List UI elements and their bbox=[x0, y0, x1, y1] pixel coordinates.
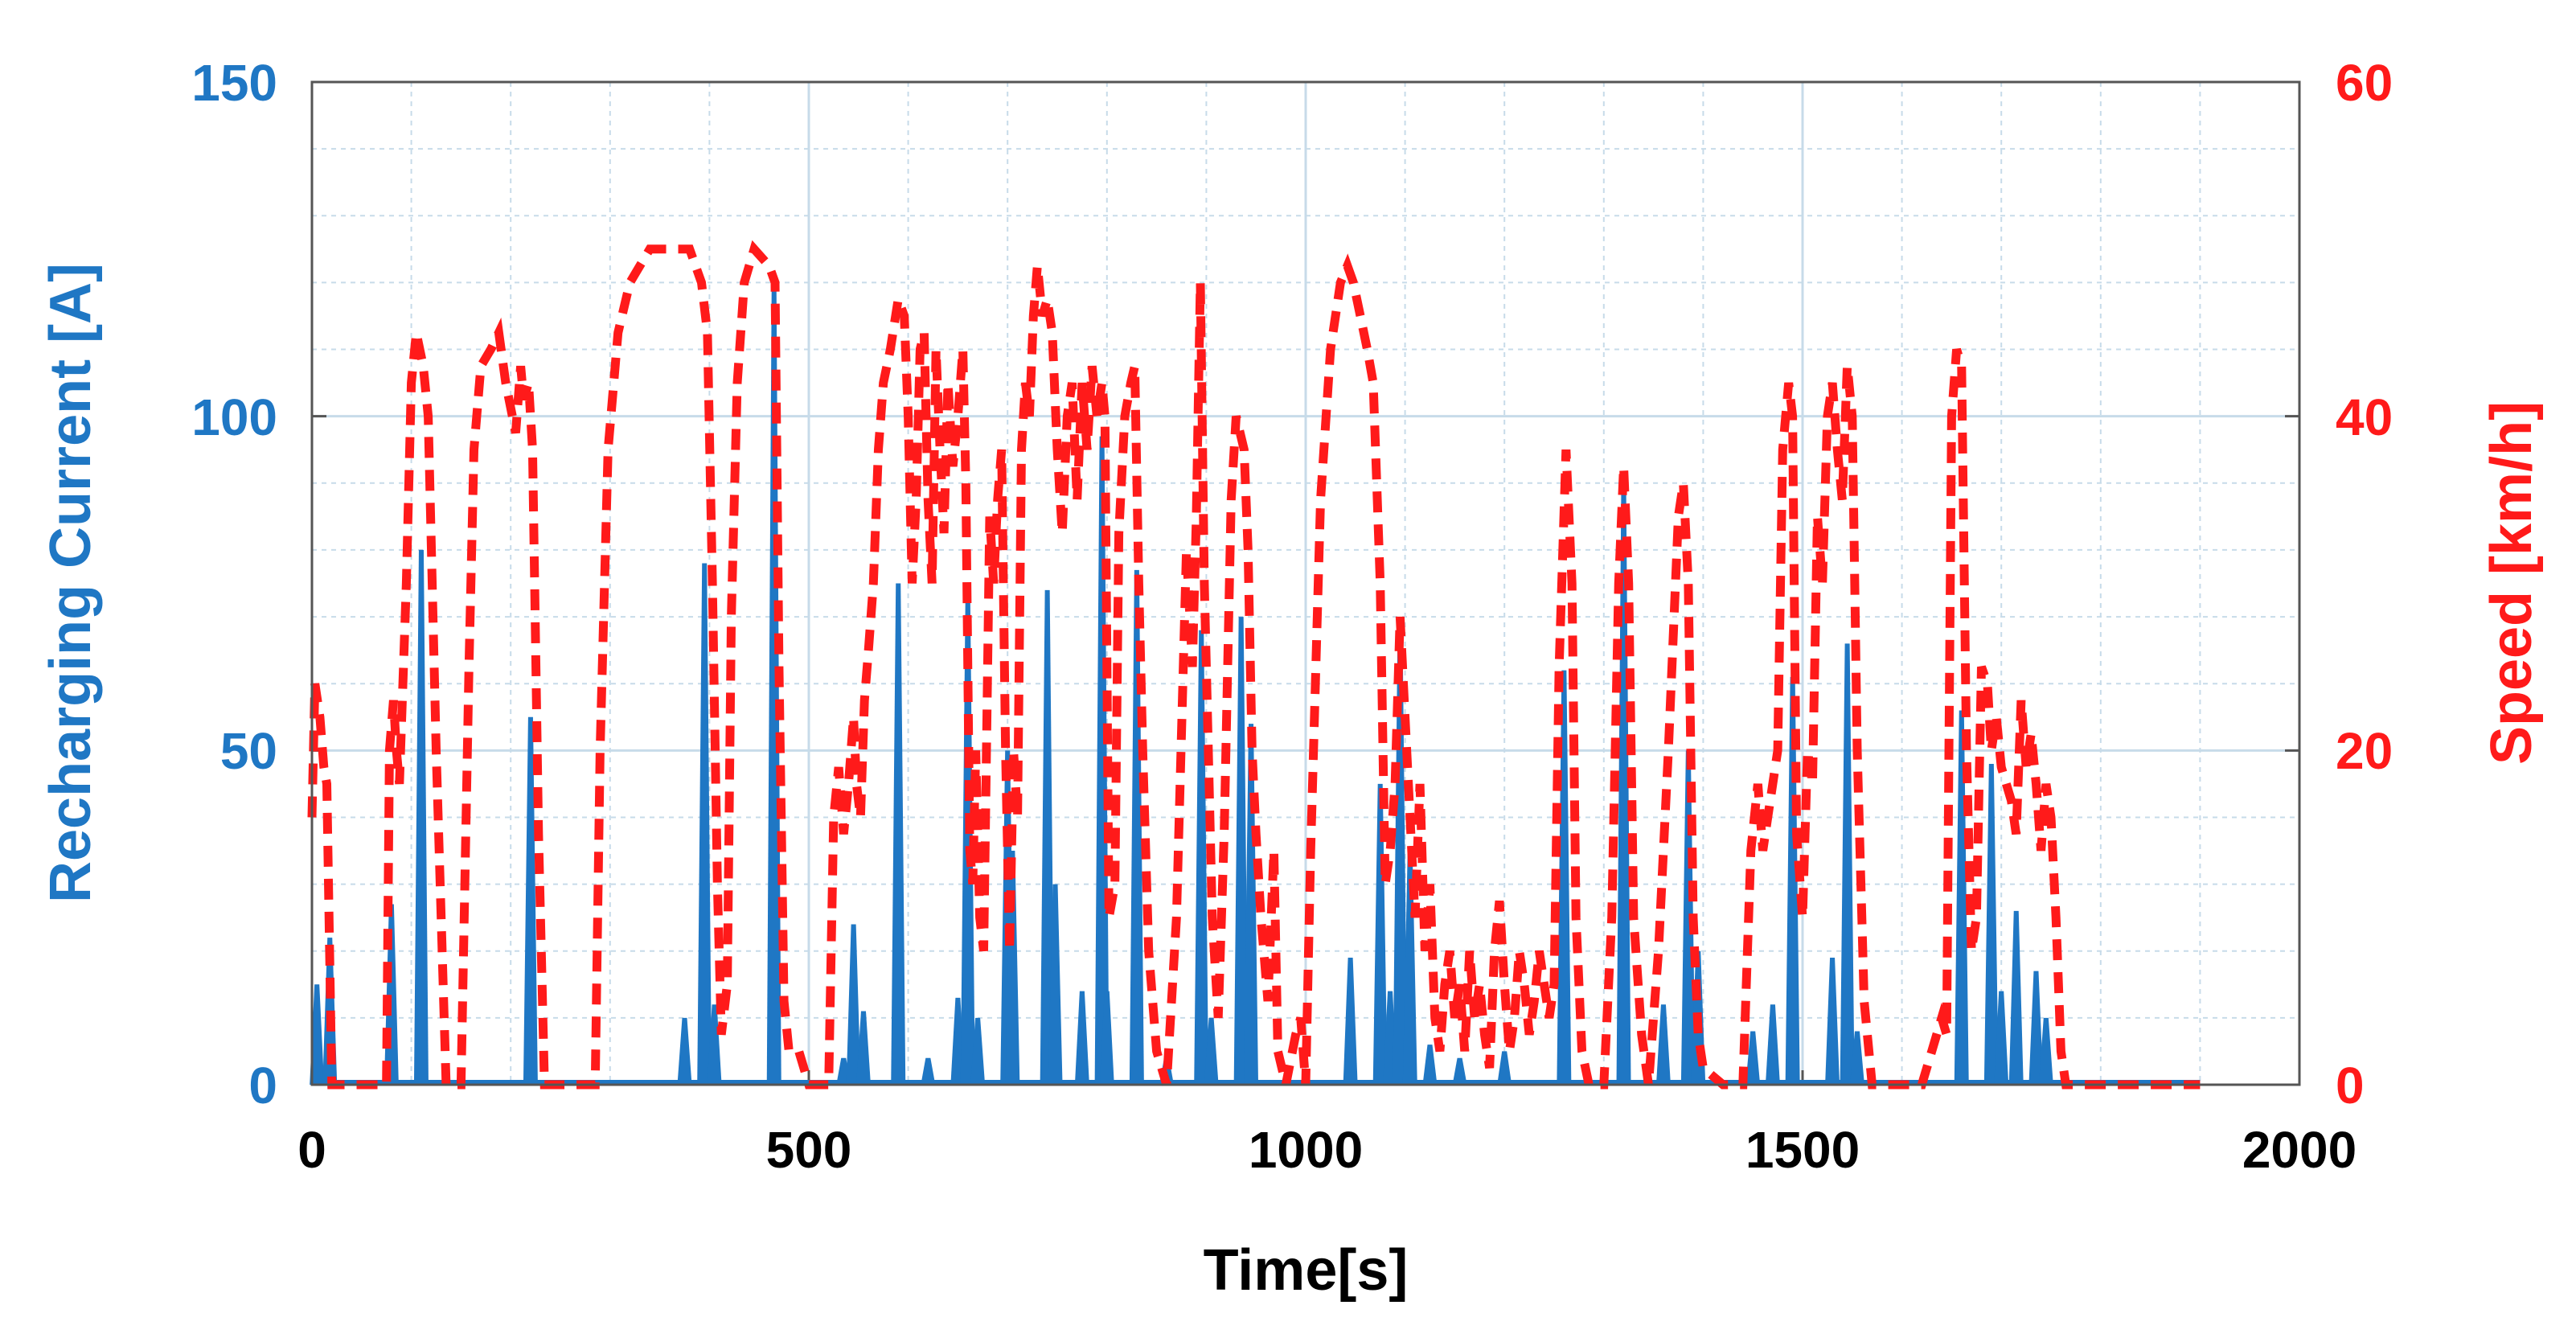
right-y-tick-label: 60 bbox=[2336, 54, 2393, 112]
current-spike bbox=[1040, 589, 1055, 1085]
current-spike bbox=[697, 563, 712, 1085]
left-y-axis-title: Recharging Current [A] bbox=[39, 263, 103, 903]
current-spike bbox=[1765, 1004, 1780, 1085]
x-tick-label: 2000 bbox=[2242, 1121, 2357, 1179]
current-spike bbox=[1233, 617, 1249, 1085]
current-spike bbox=[970, 1017, 986, 1085]
current-spike bbox=[523, 716, 538, 1085]
right-y-tick-label: 40 bbox=[2336, 388, 2393, 446]
current-spike bbox=[1194, 630, 1209, 1085]
left-y-tick-label: 0 bbox=[248, 1057, 277, 1114]
current-spike bbox=[855, 1011, 871, 1085]
current-series bbox=[310, 289, 2201, 1085]
current-spike bbox=[1099, 991, 1114, 1085]
current-spike bbox=[1994, 991, 2009, 1085]
plot-frame bbox=[310, 80, 2301, 1086]
x-tick-label: 0 bbox=[297, 1121, 326, 1179]
current-spike bbox=[1745, 1031, 1761, 1085]
current-spike bbox=[1655, 1004, 1671, 1085]
current-spike bbox=[1616, 482, 1631, 1085]
right-y-axis: 0 20 40 60 bbox=[2336, 54, 2393, 1114]
current-spike bbox=[1849, 1031, 1864, 1085]
current-spike bbox=[891, 583, 906, 1085]
current-spike bbox=[846, 924, 861, 1085]
left-y-tick-label: 150 bbox=[191, 54, 277, 112]
current-spike bbox=[2028, 971, 2044, 1085]
grid bbox=[310, 80, 2301, 1086]
current-spike bbox=[677, 1017, 692, 1085]
current-spike bbox=[1825, 958, 1840, 1085]
current-spike bbox=[1497, 1051, 1512, 1085]
x-tick-label: 1500 bbox=[1745, 1121, 1860, 1179]
left-y-tick-label: 50 bbox=[220, 722, 277, 780]
x-axis-title: Time[s] bbox=[1204, 1238, 1409, 1303]
current-spike bbox=[1074, 991, 1089, 1085]
current-spike bbox=[2038, 1017, 2053, 1085]
right-y-tick-label: 20 bbox=[2336, 722, 2393, 780]
current-spike bbox=[413, 549, 429, 1085]
x-axis: 0 500 1000 1500 2000 bbox=[297, 1121, 2357, 1179]
right-y-axis-title: Speed [km/h] bbox=[2480, 401, 2544, 765]
current-spike bbox=[1244, 724, 1259, 1085]
current-spike bbox=[1840, 643, 1855, 1085]
left-y-tick-label: 100 bbox=[191, 388, 277, 446]
current-spike bbox=[921, 1057, 936, 1085]
x-tick-label: 500 bbox=[766, 1121, 852, 1179]
current-spike bbox=[1785, 676, 1800, 1085]
current-spike bbox=[1422, 1045, 1438, 1085]
right-y-tick-label: 0 bbox=[2336, 1057, 2365, 1114]
current-spike bbox=[1048, 884, 1063, 1085]
x-tick-label: 1000 bbox=[1249, 1121, 1363, 1179]
current-spike bbox=[1983, 763, 1999, 1085]
left-y-axis: 0 50 100 150 bbox=[191, 54, 277, 1114]
current-spike bbox=[1129, 569, 1144, 1085]
current-spike bbox=[1452, 1057, 1467, 1085]
current-spike bbox=[310, 984, 325, 1085]
current-spike bbox=[2008, 910, 2024, 1085]
current-spike bbox=[1954, 710, 1969, 1085]
current-spike bbox=[1204, 1017, 1219, 1085]
current-spike bbox=[707, 1004, 722, 1085]
current-spike bbox=[1343, 958, 1358, 1085]
